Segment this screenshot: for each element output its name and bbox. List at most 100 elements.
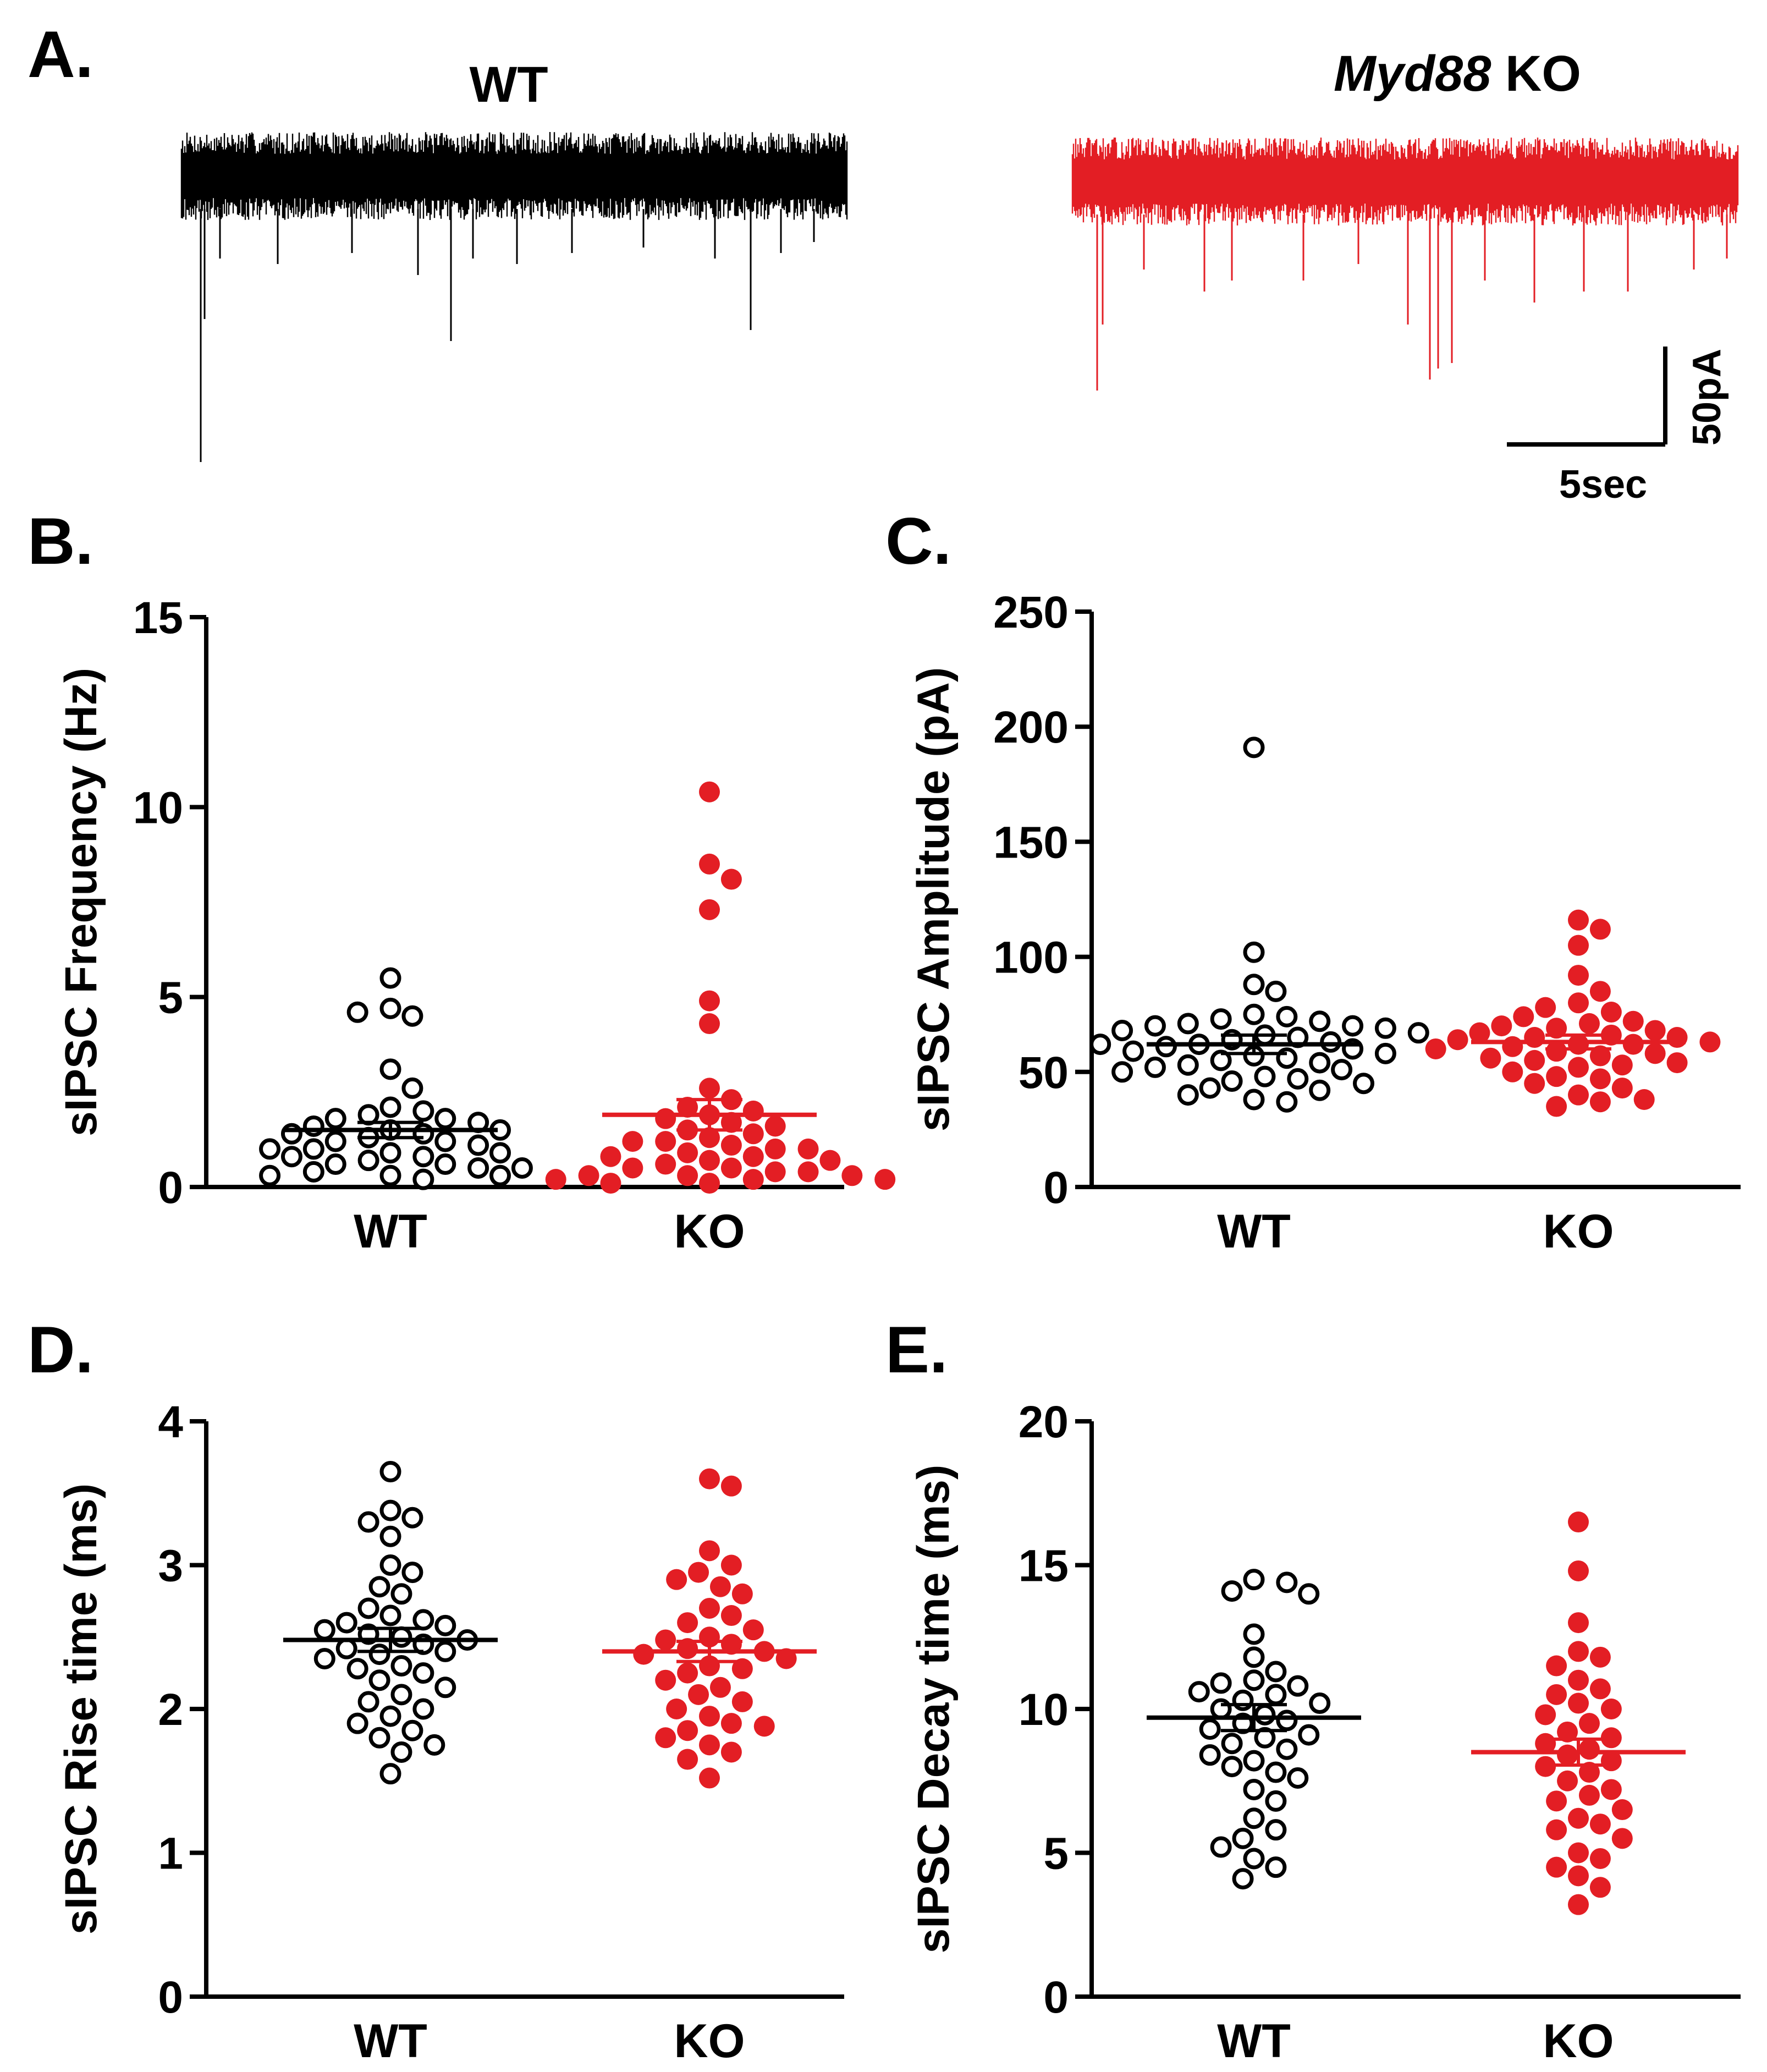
data-point: [1589, 1068, 1611, 1090]
data-point: [1568, 1894, 1589, 1915]
data-point: [720, 1741, 742, 1763]
data-point: [1254, 1703, 1276, 1725]
data-point: [742, 1619, 764, 1641]
data-point: [1589, 1678, 1611, 1700]
data-point: [1243, 1848, 1265, 1870]
data-point: [1502, 1061, 1523, 1082]
data-point: [1699, 1031, 1721, 1053]
data-point: [379, 1461, 401, 1483]
data-point: [1557, 1721, 1578, 1743]
data-point: [1644, 1020, 1666, 1041]
data-point: [302, 1161, 324, 1183]
data-point: [401, 1719, 423, 1741]
data-point: [259, 1164, 281, 1186]
data-point: [622, 1131, 643, 1152]
data-point: [1243, 1623, 1265, 1645]
data-point: [357, 1150, 379, 1172]
data-point: [1232, 1868, 1254, 1890]
y-tick-label: 10: [133, 783, 183, 833]
data-point: [390, 1741, 412, 1763]
y-axis-title: sIPSC Frequency (Hz): [56, 668, 106, 1136]
trace-noise: [1071, 138, 1739, 226]
data-point: [753, 1716, 775, 1737]
data-point: [720, 1157, 742, 1179]
y-tick-label: 15: [133, 593, 183, 643]
data-point: [1265, 1819, 1287, 1841]
data-point: [1276, 1571, 1298, 1593]
series-ko: [1425, 909, 1721, 1117]
y-tick-label: 0: [158, 1163, 183, 1213]
data-point: [1600, 1699, 1622, 1719]
data-point: [1210, 1672, 1232, 1694]
data-point: [1177, 1084, 1199, 1106]
data-point: [434, 1640, 456, 1662]
data-point: [622, 1157, 643, 1179]
data-point: [1232, 1827, 1254, 1849]
data-point: [1589, 1877, 1611, 1898]
ko-title-gene: Myd88: [1334, 46, 1491, 102]
data-point: [1243, 1778, 1265, 1800]
data-point: [412, 1123, 434, 1145]
data-point: [1600, 1779, 1622, 1800]
data-point: [1589, 1848, 1611, 1869]
data-point: [1568, 909, 1589, 931]
trace-events: [200, 209, 815, 462]
data-point: [1524, 1073, 1545, 1094]
series-ko: [545, 781, 896, 1194]
data-point: [1199, 1744, 1221, 1766]
data-point: [1578, 1713, 1600, 1734]
panel-label: E.: [885, 1313, 948, 1387]
data-point: [699, 1150, 720, 1171]
panel-b-frequency: B. 0 5 10 15 sIPSC Frequency (Hz) WT KO: [27, 504, 896, 1258]
data-point: [1611, 1799, 1633, 1821]
data-point: [379, 1096, 401, 1118]
data-point: [1089, 1034, 1111, 1056]
x-category-label: KO: [1543, 1205, 1614, 1258]
data-point: [1342, 1015, 1364, 1037]
data-point: [1611, 1828, 1633, 1849]
data-point: [1210, 1698, 1232, 1720]
y-tick-label: 3: [158, 1541, 183, 1591]
data-point: [720, 1713, 742, 1734]
data-point: [1578, 1013, 1600, 1034]
data-point: [489, 1142, 511, 1164]
data-point: [720, 1135, 742, 1156]
data-point: [688, 1684, 709, 1705]
data-point: [1210, 1008, 1232, 1030]
data-point: [1578, 1739, 1600, 1760]
data-point: [379, 1763, 401, 1785]
data-point: [1557, 1744, 1578, 1766]
data-point: [390, 1655, 412, 1677]
data-point: [1309, 1692, 1331, 1714]
data-point: [1568, 1560, 1589, 1581]
data-point: [1589, 1045, 1611, 1067]
data-point: [699, 1013, 720, 1035]
data-point: [1122, 1040, 1144, 1062]
data-point: [1622, 1010, 1644, 1032]
series-wt: [1188, 1569, 1331, 1890]
x-category-label: WT: [1217, 2015, 1291, 2068]
data-point: [1298, 1724, 1320, 1746]
data-point: [1407, 1022, 1429, 1044]
data-point: [324, 1108, 346, 1130]
y-tick-label: 2: [158, 1685, 183, 1735]
data-point: [1265, 1761, 1287, 1783]
data-point: [1188, 1681, 1210, 1703]
data-point: [1309, 1052, 1331, 1074]
data-point: [1144, 1056, 1166, 1078]
data-point: [390, 1583, 412, 1605]
data-point: [1243, 974, 1265, 996]
data-point: [1177, 1013, 1199, 1035]
data-point: [467, 1134, 489, 1156]
data-point: [1480, 1047, 1501, 1069]
data-point: [1568, 1084, 1589, 1106]
data-point: [1265, 1856, 1287, 1878]
data-point: [1666, 1027, 1688, 1048]
data-point: [1331, 1059, 1353, 1081]
data-point: [1210, 1049, 1232, 1071]
data-point: [313, 1647, 335, 1669]
data-point: [764, 1138, 786, 1159]
data-point: [1568, 1612, 1589, 1634]
data-point: [1589, 1646, 1611, 1668]
data-point: [1353, 1073, 1374, 1095]
